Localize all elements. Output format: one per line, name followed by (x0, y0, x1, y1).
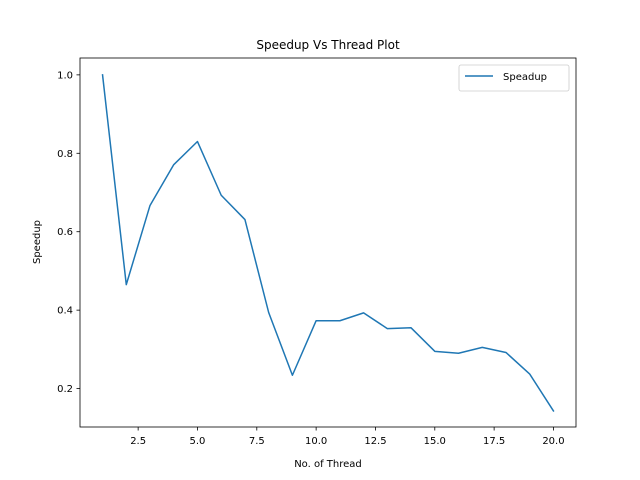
x-axis-label: No. of Thread (294, 459, 362, 470)
x-tick-label: 5.0 (190, 436, 206, 447)
y-tick-label: 0.2 (57, 384, 73, 395)
y-tick-label: 0.6 (57, 227, 73, 238)
plot-area-frame (79, 57, 577, 428)
ticks-layer: 2.5 5.0 7.5 10.0 12.5 15.0 17.5 20.0 0.2 0.4 0.6 0.… (57, 70, 564, 447)
legend-box (458, 64, 570, 92)
x-tick-label: 10.0 (305, 436, 327, 447)
chart-title: Speedup Vs Thread Plot (256, 38, 400, 52)
y-axis-label: Speedup (32, 220, 43, 264)
x-tick-label: 15.0 (424, 436, 446, 447)
y-tick-label: 0.8 (57, 149, 73, 160)
y-tick-label: 1.0 (57, 70, 73, 81)
y-tick-label: 0.4 (57, 306, 73, 317)
series-layer (101, 74, 555, 412)
x-tick-label: 17.5 (483, 436, 505, 447)
legend-label-speadup: Speadup (503, 72, 547, 83)
x-tick-label: 20.0 (542, 436, 564, 447)
series-line-speadup (101, 74, 555, 412)
x-tick-label: 12.5 (364, 436, 386, 447)
x-tick-label: 7.5 (249, 436, 265, 447)
legend: Speadup (458, 64, 570, 92)
x-tick-label: 2.5 (130, 436, 146, 447)
